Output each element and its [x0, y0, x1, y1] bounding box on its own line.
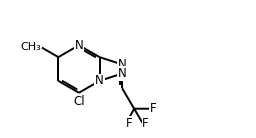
Text: N: N: [95, 74, 104, 87]
Text: N: N: [118, 58, 126, 71]
Text: Cl: Cl: [73, 95, 85, 108]
Text: F: F: [150, 102, 157, 115]
Text: F: F: [126, 117, 132, 130]
Text: N: N: [118, 67, 126, 80]
Text: N: N: [74, 39, 83, 52]
Text: CH₃: CH₃: [20, 42, 41, 52]
Text: F: F: [142, 117, 149, 130]
